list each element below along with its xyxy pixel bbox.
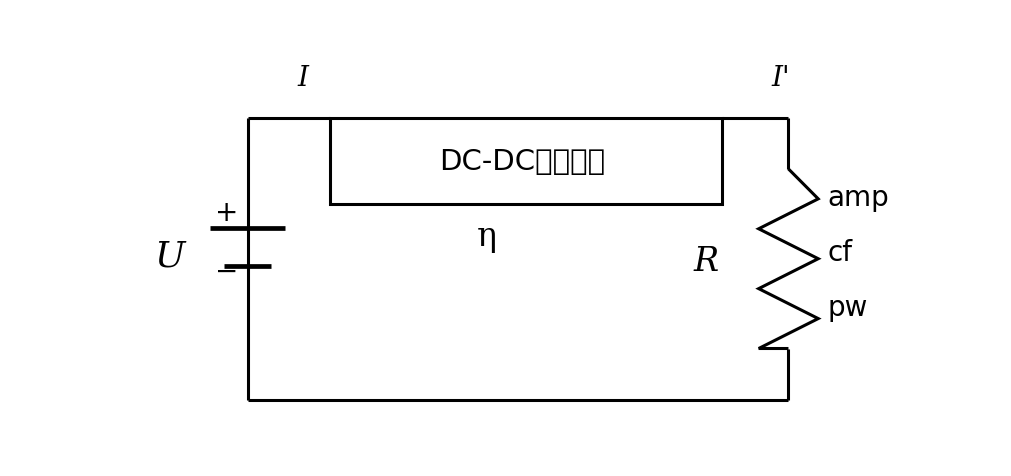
Text: R: R [694,247,719,278]
Bar [330,118,722,204]
Text: I': I' [771,65,790,92]
Text: U: U [155,240,185,274]
Text: cf: cf [828,239,852,267]
Text: pw: pw [828,294,868,322]
Text: η: η [477,221,496,253]
Text: I: I [297,65,308,92]
Text: −: − [215,258,239,286]
Text: +: + [215,199,239,227]
Text: DC-DC转换电路: DC-DC转换电路 [439,148,606,176]
Text: amp: amp [828,184,890,212]
